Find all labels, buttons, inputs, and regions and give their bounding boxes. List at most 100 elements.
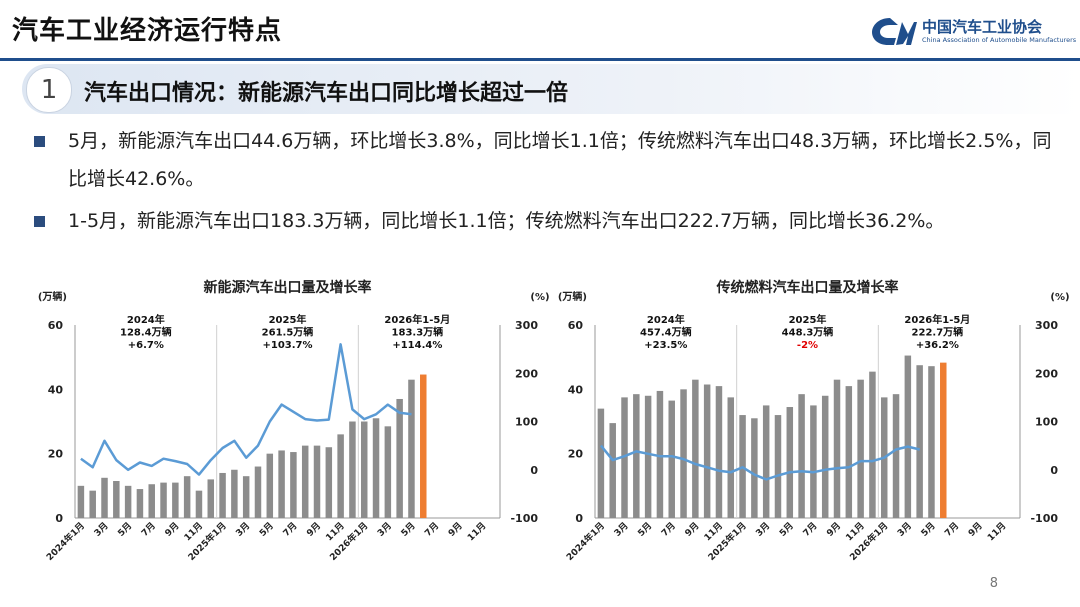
ice-export-chart: 传统燃料汽车出口量及增长率 (万辆) (%) 0 20 40 60 -100 0 100 200 30…: [550, 270, 1070, 570]
bar: [266, 453, 274, 518]
annotation-text: +23.5%: [644, 340, 687, 351]
bar: [278, 450, 285, 518]
bullet-text: 5月，新能源汽车出口44.6万辆，环比增长3.8%，同比增长1.1倍；传统燃料汽…: [68, 130, 1052, 190]
bar: [136, 489, 144, 518]
growth-rate-line: [599, 444, 920, 481]
x-tick-label: 9月: [305, 520, 324, 539]
annotation-text: +114.4%: [392, 340, 442, 351]
bar: [113, 481, 120, 518]
bar: [148, 484, 155, 518]
bullet-square-icon: [34, 136, 45, 147]
logo-chinese-name: 中国汽车工业协会: [922, 18, 1043, 36]
bar: [301, 445, 309, 518]
bar: [325, 447, 333, 518]
bar: [621, 397, 628, 518]
bar: [396, 398, 403, 518]
logo-english-name: China Association of Automobile Manufact…: [922, 36, 1077, 44]
annotation-text: 128.4万辆: [120, 326, 172, 339]
x-tick-label: 3月: [92, 520, 111, 539]
y-tick-label-left: 20: [48, 448, 64, 461]
bar: [290, 452, 297, 518]
annotation-text: +36.2%: [916, 340, 959, 351]
growth-rate-line: [80, 343, 412, 476]
bar: [183, 476, 191, 518]
y-tick-label-right: 0: [530, 464, 538, 477]
x-tick-label: 5月: [636, 520, 655, 539]
x-tick-label: 7月: [423, 520, 442, 539]
x-tick-label: 3月: [895, 520, 914, 539]
annotation-text: +6.7%: [128, 340, 164, 351]
x-tick-label: 5月: [919, 520, 938, 539]
annotation-text: 261.5万辆: [262, 326, 314, 339]
x-tick-label: 11月: [985, 520, 1008, 543]
y-tick-label-left: 60: [48, 319, 64, 332]
annotation-text: 222.7万辆: [912, 326, 964, 339]
y-tick-label-left: 0: [55, 512, 63, 525]
y-tick-label-right: 100: [515, 416, 538, 429]
section-number: 1: [26, 67, 72, 113]
bar: [633, 394, 640, 518]
bar: [101, 477, 108, 518]
bar: [372, 418, 380, 518]
bar: [821, 395, 829, 518]
y-tick-label-right: 300: [515, 319, 538, 332]
annotation-text: -2%: [797, 340, 818, 351]
x-tick-label: 3月: [375, 520, 394, 539]
x-tick-label: 7月: [659, 520, 678, 539]
bar: [231, 469, 238, 518]
annotation-text: 2025年: [789, 313, 827, 326]
ice-export-chart-svg: 传统燃料汽车出口量及增长率 (万辆) (%) 0 20 40 60 -100 0 100 200 30…: [558, 279, 1070, 563]
bar: [172, 482, 179, 518]
bar: [77, 485, 85, 518]
y-axis-right-label: (%): [530, 292, 549, 303]
bar: [609, 423, 616, 518]
y-tick-label-right: -100: [1030, 512, 1058, 525]
x-tick-label: 5月: [116, 520, 135, 539]
bar: [774, 415, 782, 518]
y-tick-label-left: 60: [568, 319, 584, 332]
y-tick-label-right: -100: [510, 512, 538, 525]
bar: [313, 445, 321, 518]
x-tick-label: 9月: [966, 520, 985, 539]
caam-logo: 中国汽车工业协会 China Association of Automobile…: [870, 14, 1076, 48]
x-tick-label: 9月: [446, 520, 465, 539]
y-axis-left-label: (万辆): [38, 290, 67, 303]
bar: [349, 421, 356, 518]
y-tick-label-left: 40: [48, 383, 64, 396]
y-tick-label-right: 100: [1035, 416, 1058, 429]
bar: [408, 379, 415, 518]
bar: [751, 418, 758, 518]
y-axis-right-label: (%): [1050, 292, 1069, 303]
annotation-text: 2025年: [269, 313, 307, 326]
page-number: 8: [989, 576, 998, 591]
bar-highlight: [420, 374, 427, 518]
y-tick-label-left: 0: [575, 512, 583, 525]
y-axis-left-label: (万辆): [558, 290, 587, 303]
bar: [160, 482, 167, 518]
x-tick-label: 7月: [281, 520, 300, 539]
annotation-text: 2026年1-5月: [904, 313, 970, 326]
bar: [786, 407, 794, 518]
x-tick-label: 5月: [257, 520, 276, 539]
y-tick-label-right: 300: [1035, 319, 1058, 332]
annotation-text: 2024年: [647, 313, 685, 326]
bar: [219, 472, 226, 518]
x-tick-label: 5月: [399, 520, 418, 539]
chart-title: 新能源汽车出口量及增长率: [204, 279, 372, 296]
section-title: 汽车出口情况：新能源汽车出口同比增长超过一倍: [84, 81, 569, 106]
y-tick-label-right: 200: [1035, 367, 1058, 380]
bar: [904, 355, 912, 518]
bar: [195, 490, 203, 518]
page-title: 汽车工业经济运行特点: [12, 16, 283, 46]
x-tick-label: 9月: [683, 520, 702, 539]
x-tick-label: 3月: [754, 520, 773, 539]
bar: [656, 390, 664, 518]
x-tick-label: 7月: [139, 520, 158, 539]
x-tick-label: 7月: [943, 520, 962, 539]
bar: [845, 386, 853, 518]
y-tick-label-right: 200: [515, 367, 538, 380]
x-tick-label: 3月: [234, 520, 253, 539]
bar: [360, 421, 368, 518]
bar: [207, 479, 215, 518]
annotation-text: 2026年1-5月: [384, 313, 450, 326]
